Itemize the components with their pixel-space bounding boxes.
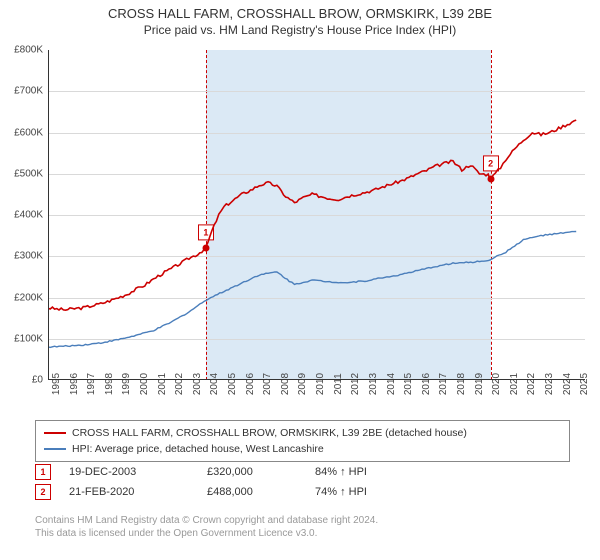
event-marker-icon: 1 [35,464,51,480]
y-tick-label: £0 [32,375,43,386]
footer-line: Contains HM Land Registry data © Crown c… [35,514,580,527]
y-tick-label: £600K [14,127,43,138]
y-tick-label: £500K [14,168,43,179]
legend-box: CROSS HALL FARM, CROSSHALL BROW, ORMSKIR… [35,420,570,462]
y-tick-label: £100K [14,333,43,344]
event-delta: 84% ↑ HPI [315,466,367,478]
chart-title-address: CROSS HALL FARM, CROSSHALL BROW, ORMSKIR… [0,6,600,21]
plot-area: £0£100K£200K£300K£400K£500K£600K£700K£80… [48,50,585,380]
x-axis [48,379,585,380]
series-property [48,120,576,310]
legend-row-hpi: HPI: Average price, detached house, West… [44,441,561,457]
y-axis [48,50,49,380]
footer-line: This data is licensed under the Open Gov… [35,527,580,540]
attribution-footer: Contains HM Land Registry data © Crown c… [35,514,580,540]
chart-titles: CROSS HALL FARM, CROSSHALL BROW, ORMSKIR… [0,0,600,37]
y-tick-label: £800K [14,45,43,56]
legend-swatch-property [44,432,66,434]
events-table: 1 19-DEC-2003 £320,000 84% ↑ HPI 2 21-FE… [35,462,580,502]
legend-row-property: CROSS HALL FARM, CROSSHALL BROW, ORMSKIR… [44,425,561,441]
event-date: 19-DEC-2003 [69,466,189,478]
chart-container: CROSS HALL FARM, CROSSHALL BROW, ORMSKIR… [0,0,600,560]
series-hpi [48,232,576,348]
legend-swatch-hpi [44,448,66,450]
event-row: 2 21-FEB-2020 £488,000 74% ↑ HPI [35,482,580,502]
y-tick-label: £400K [14,210,43,221]
event-marker-icon: 2 [35,484,51,500]
event-price: £488,000 [207,486,297,498]
event-delta: 74% ↑ HPI [315,486,367,498]
event-price: £320,000 [207,466,297,478]
y-tick-label: £300K [14,251,43,262]
event-date: 21-FEB-2020 [69,486,189,498]
y-tick-label: £200K [14,292,43,303]
y-tick-label: £700K [14,86,43,97]
series-canvas [48,50,585,380]
legend-label-hpi: HPI: Average price, detached house, West… [72,443,324,455]
chart-subtitle: Price paid vs. HM Land Registry's House … [0,23,600,37]
event-row: 1 19-DEC-2003 £320,000 84% ↑ HPI [35,462,580,482]
legend-label-property: CROSS HALL FARM, CROSSHALL BROW, ORMSKIR… [72,427,467,439]
